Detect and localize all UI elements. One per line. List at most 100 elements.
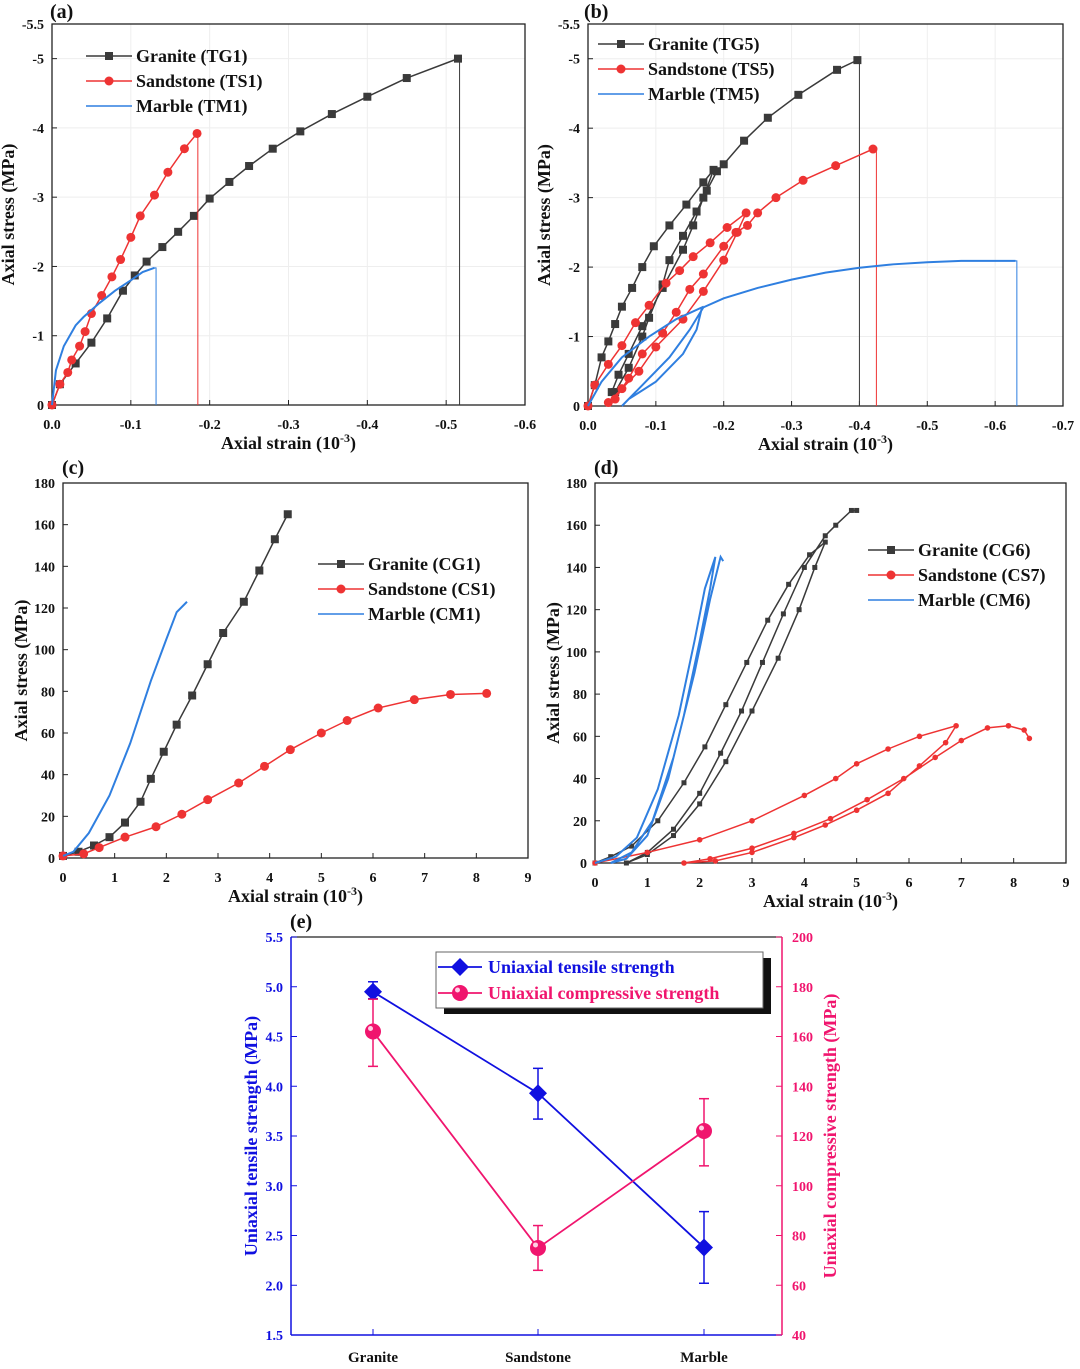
- data-point: [192, 128, 202, 138]
- series-1: [592, 722, 1033, 866]
- data-point: [697, 790, 703, 796]
- data-point: [712, 167, 721, 176]
- x-tick-label: 5: [853, 876, 860, 891]
- legend-marker: [451, 958, 469, 976]
- panel-e: (e) 1.5 2.0 2.5 3.0 3.5 4.0 4.5 5.0 5.5 40 60 80 100 1…: [241, 911, 841, 1366]
- legend-label: Sandstone (CS1): [368, 579, 496, 600]
- y-tick-label: -4: [568, 122, 580, 137]
- x-axis-label: Axial strain (10-3): [228, 884, 363, 907]
- y-tick-label: 5.5: [266, 931, 284, 946]
- data-point: [624, 373, 634, 383]
- y-tick-label: -3: [32, 191, 44, 206]
- legend-label: Marble (TM1): [136, 96, 247, 117]
- y-axis-label: Axial stress (MPa): [0, 144, 19, 286]
- data-point: [984, 725, 991, 731]
- x-tick-label: -0.1: [645, 419, 667, 434]
- data-point: [827, 815, 834, 822]
- data-point: [608, 854, 614, 860]
- data-point: [885, 746, 891, 752]
- data-point: [617, 341, 627, 351]
- y-tick-label: -4: [32, 122, 44, 137]
- data-point: [822, 539, 828, 545]
- data-point: [603, 398, 613, 408]
- data-point: [255, 566, 264, 575]
- data-point: [798, 175, 808, 185]
- data-point: [853, 56, 862, 65]
- y-tick-label: 100: [34, 644, 55, 659]
- panel-label: (e): [290, 911, 312, 933]
- x-tick-label: 1: [111, 871, 118, 886]
- x-tick-label: 4: [801, 876, 808, 891]
- y-tick-label: 140: [34, 560, 55, 575]
- legend-box: [435, 951, 764, 1009]
- fracture-drop-line: [857, 59, 860, 406]
- x-tick-label: -0.5: [435, 418, 457, 433]
- data-point: [696, 1123, 712, 1140]
- legend-label: Uniaxial compressive strength: [488, 983, 719, 1003]
- data-point: [617, 302, 626, 311]
- data-point: [530, 1239, 546, 1256]
- x-axis-label: Axial strain (10-3): [758, 432, 893, 455]
- data-point: [885, 790, 891, 797]
- legend-label: Sandstone (TS5): [648, 59, 775, 80]
- data-point: [775, 655, 781, 661]
- y-tick-label: -2: [32, 260, 44, 275]
- data-point: [718, 750, 724, 756]
- x-tick-label: -0.4: [356, 418, 378, 433]
- data-point: [624, 363, 633, 372]
- data-point: [617, 384, 627, 394]
- data-point: [55, 379, 65, 389]
- data-point: [699, 193, 708, 202]
- series-1: [365, 998, 712, 1272]
- data-point: [316, 728, 326, 738]
- legend-marker: [616, 64, 626, 74]
- data-point: [268, 144, 277, 153]
- data-point: [822, 533, 828, 539]
- data-point: [270, 535, 279, 544]
- data-point: [159, 747, 168, 756]
- y-tick-label: 3.0: [266, 1180, 284, 1195]
- series-line: [62, 601, 188, 857]
- data-point: [853, 760, 860, 767]
- data-point: [740, 136, 749, 145]
- data-point: [105, 833, 114, 842]
- data-point: [97, 291, 107, 301]
- y-tick-label: -5: [568, 53, 580, 68]
- y-tick-label: 0: [573, 400, 580, 415]
- data-point: [529, 1084, 547, 1103]
- y-axis-label: Uniaxial tensile strength (MPa): [241, 1016, 262, 1256]
- y-tick-label: 0: [37, 399, 44, 414]
- data-point: [682, 200, 691, 209]
- data-point: [158, 243, 167, 252]
- y-right-tick-label: 120: [792, 1130, 813, 1145]
- data-point: [689, 221, 698, 230]
- y-tick-label: 4.0: [266, 1080, 284, 1095]
- x-axis-label: Axial strain (10-3): [763, 889, 898, 912]
- data-point: [203, 795, 213, 805]
- y-tick-label: -3: [568, 192, 580, 207]
- data-point: [749, 708, 755, 714]
- data-point: [916, 733, 923, 740]
- x-tick-label: -0.7: [1052, 419, 1074, 434]
- data-point: [739, 708, 745, 714]
- y-tick-label: 0: [48, 852, 55, 867]
- data-point-highlight: [699, 1125, 704, 1131]
- series-line: [62, 692, 487, 857]
- data-point: [833, 522, 839, 528]
- data-point: [741, 208, 751, 218]
- data-point: [698, 269, 708, 279]
- data-point: [239, 597, 248, 606]
- data-point: [177, 809, 187, 819]
- x-tick-label: 9: [525, 871, 532, 886]
- series-line: [594, 509, 857, 864]
- y-tick-label: -5: [32, 53, 44, 68]
- data-point: [759, 659, 765, 665]
- x-tick-label: -0.4: [848, 419, 870, 434]
- x-tick-label: -0.6: [984, 419, 1006, 434]
- series-1: [583, 144, 878, 411]
- data-point: [645, 313, 654, 322]
- data-point: [771, 193, 781, 203]
- data-point: [702, 186, 711, 195]
- panel-d: (d) 0 1 2 3 4 5 6 7 8 9 0 20 40 60 80 100 120 140 160 180 Axi…: [543, 457, 1070, 912]
